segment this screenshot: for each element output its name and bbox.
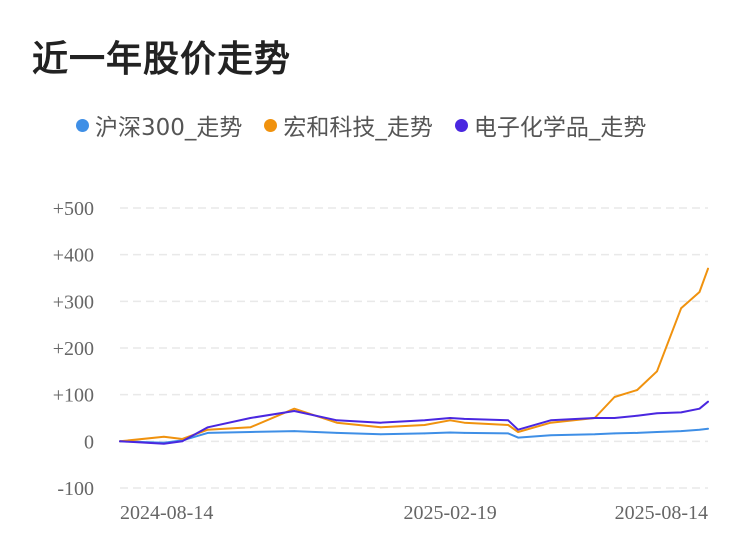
data-point-2	[379, 421, 382, 424]
data-point-0	[423, 432, 426, 435]
data-point-1	[707, 267, 709, 270]
x-tick-label: 2025-02-19	[403, 502, 496, 524]
data-point-1	[613, 396, 616, 398]
y-tick-label: +400	[53, 245, 94, 267]
data-point-1	[163, 435, 165, 438]
data-point-1	[656, 370, 658, 373]
data-point-2	[549, 419, 552, 422]
data-point-2	[613, 417, 616, 419]
data-point-2	[593, 417, 596, 419]
data-point-1	[335, 421, 338, 424]
data-point-2	[335, 419, 338, 422]
data-point-0	[707, 427, 709, 430]
y-tick-label: +100	[53, 385, 94, 407]
data-point-2	[636, 414, 638, 417]
x-tick-label: 2024-08-14	[120, 502, 213, 524]
data-point-0	[293, 430, 296, 432]
y-tick-label: 0	[84, 431, 94, 453]
data-point-2	[517, 428, 519, 431]
data-point-1	[549, 421, 552, 424]
legend-item-dianzi[interactable]: 电子化学品_走势	[454, 108, 647, 142]
data-point-0	[636, 432, 638, 434]
chart-title: 近一年股价走势	[32, 39, 292, 80]
data-point-1	[698, 291, 701, 293]
data-point-1	[517, 431, 519, 433]
legend-dot-icon	[76, 118, 89, 132]
data-point-1	[249, 426, 252, 429]
legend-dot-icon	[264, 118, 278, 132]
data-point-0	[613, 432, 616, 435]
data-point-1	[680, 307, 682, 310]
y-tick-label: +200	[53, 338, 94, 360]
data-point-0	[593, 433, 596, 436]
data-point-2	[507, 419, 510, 422]
data-point-0	[249, 431, 252, 433]
data-point-2	[698, 407, 701, 410]
data-point-0	[335, 432, 338, 434]
data-point-0	[379, 433, 382, 436]
legend-label: 沪深300_走势	[95, 115, 243, 141]
data-point-0	[549, 434, 552, 437]
data-point-0	[698, 428, 701, 431]
data-point-1	[181, 438, 184, 440]
data-point-2	[119, 440, 121, 443]
data-point-1	[463, 421, 466, 424]
data-point-2	[463, 418, 466, 420]
x-tick-label: 2025-08-14	[615, 502, 708, 524]
data-point-0	[207, 432, 209, 434]
data-point-1	[293, 407, 296, 410]
data-point-2	[449, 417, 451, 419]
data-point-0	[680, 430, 682, 432]
data-point-1	[636, 389, 638, 391]
chart-legend: 沪深300_走势 宏和科技_走势 电子化学品_走势	[76, 108, 646, 142]
data-point-2	[680, 411, 682, 414]
y-tick-label: +300	[53, 291, 94, 313]
data-point-1	[449, 419, 451, 422]
series-line-2	[119, 400, 709, 445]
data-point-2	[181, 440, 184, 443]
data-point-0	[449, 431, 451, 434]
data-point-2	[707, 400, 709, 403]
data-point-1	[379, 426, 382, 429]
y-tick-label: +500	[53, 198, 94, 220]
data-point-2	[207, 426, 209, 429]
data-point-2	[293, 410, 296, 412]
data-point-1	[423, 424, 426, 426]
data-point-0	[656, 431, 658, 433]
data-point-0	[517, 436, 519, 439]
data-point-2	[163, 442, 165, 445]
legend-item-honghe[interactable]: 宏和科技_走势	[264, 108, 433, 142]
y-tick-label: -100	[57, 478, 94, 500]
data-point-2	[656, 412, 658, 415]
data-point-0	[507, 432, 510, 435]
data-point-2	[249, 417, 252, 419]
data-point-1	[207, 428, 209, 431]
legend-dot-icon	[454, 118, 468, 132]
data-point-0	[463, 432, 466, 434]
legend-label: 宏和科技_走势	[283, 115, 433, 141]
series-line-1	[119, 267, 709, 443]
legend-item-hs300[interactable]: 沪深300_走势	[76, 108, 242, 142]
data-point-2	[423, 419, 426, 422]
data-point-1	[507, 424, 510, 426]
legend-label: 电子化学品_走势	[473, 115, 647, 141]
